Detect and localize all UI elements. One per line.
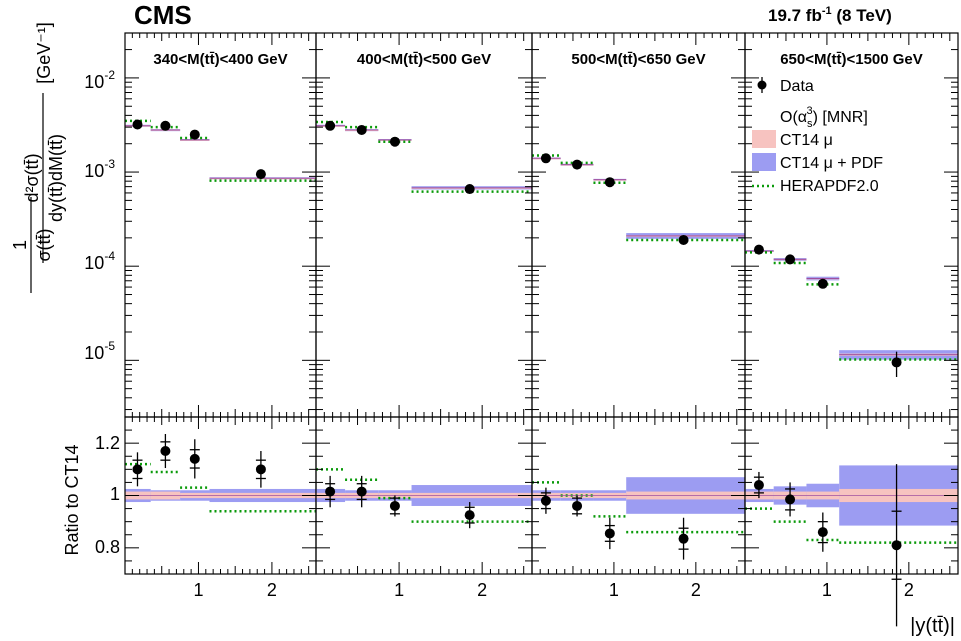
ratio-data-point — [891, 540, 902, 551]
top-data-point — [132, 119, 143, 130]
top-ylabel-num: d²σ(tt̄) — [22, 153, 42, 202]
legend-theory-label: O(αs3) [MNR] — [780, 105, 868, 130]
ytick-1e-3: 10-3 — [84, 157, 115, 181]
top-ylabel-frac-num: 1 — [10, 240, 30, 250]
panel-label: 340<M(tt̄)<400 GeV — [153, 51, 287, 68]
top-data-point — [389, 136, 400, 147]
top-data-point — [189, 129, 200, 140]
ratio-data-point — [753, 480, 764, 491]
xtick-label: 1 — [609, 580, 619, 600]
xtick-label: 2 — [691, 580, 701, 600]
top-data-point — [464, 184, 475, 195]
ratio-data-point — [678, 533, 689, 544]
xtick-label: 2 — [477, 580, 487, 600]
top-data-point — [604, 177, 615, 188]
top-data-point — [572, 159, 583, 170]
panel-1: 1 2 340<M(tt̄)<400 GeV — [124, 32, 317, 600]
ytick-1.2: 1.2 — [95, 433, 120, 453]
panels: 1 2 340<M(tt̄)<400 GeV 1 2 400<M(tt̄)<500 GeV… — [124, 32, 959, 627]
top-data-point — [325, 120, 336, 131]
top-ylabel-unit: [GeV⁻¹] — [34, 22, 54, 84]
ratio-data-point — [255, 464, 266, 475]
xlabel: |y(tt̄)| — [910, 615, 955, 637]
top-frame — [315, 32, 533, 418]
ytick-1e-2: 10-2 — [84, 68, 115, 92]
top-data-point — [678, 234, 689, 245]
bottom-ylabel: Ratio to CT14 — [62, 444, 82, 555]
top-data-point — [785, 254, 796, 265]
ratio-data-point — [464, 510, 475, 521]
top-data-point — [817, 278, 828, 289]
top-frame — [124, 32, 317, 418]
ratio-data-point — [785, 494, 796, 505]
top-data-point — [356, 124, 367, 135]
bottom-ytick-labels: 1.2 1 0.8 — [95, 433, 120, 557]
xtick-label: 1 — [822, 580, 832, 600]
legend-mu-label: CT14 μ — [780, 132, 833, 149]
panel-label: 500<M(tt̄)<650 GeV — [571, 51, 705, 68]
top-data-point — [891, 357, 902, 368]
top-ylabel-prefactor: 1 σ(tt̄) — [10, 197, 54, 293]
top-data-point — [753, 244, 764, 255]
top-ytick-labels: 10-2 10-3 10-4 10-5 — [84, 68, 115, 363]
top-ylabel-den: dy(tt̄)dM(tt̄) — [46, 134, 66, 222]
ratio-data-point — [189, 453, 200, 464]
ratio-data-point — [325, 486, 336, 497]
legend-pdf-label: CT14 μ + PDF — [780, 155, 883, 172]
ytick-1e-5: 10-5 — [84, 339, 115, 363]
xtick-label: 2 — [904, 580, 914, 600]
ratio-data-point — [572, 500, 583, 511]
panel-4: 1 2 650<M(tt̄)<1500 GeV — [744, 32, 959, 627]
ratio-data-point — [540, 495, 551, 506]
ratio-data-point — [389, 500, 400, 511]
lumi-label: 19.7 fb-1 (8 TeV) — [768, 5, 892, 25]
legend-hera-label: HERAPDF2.0 — [780, 178, 879, 195]
top-ylabel-frac-den: σ(tt̄) — [34, 228, 54, 261]
panel-label: 400<M(tt̄)<500 GeV — [357, 51, 491, 68]
xtick-label: 1 — [193, 580, 203, 600]
top-frame — [531, 32, 746, 418]
ratio-data-point — [356, 486, 367, 497]
legend-pdf-swatch — [752, 153, 776, 171]
ytick-0.8: 0.8 — [95, 537, 120, 557]
legend: Data O(αs3) [MNR] CT14 μ CT14 μ + PDF HE… — [752, 77, 883, 195]
legend-data-label: Data — [780, 78, 814, 95]
top-data-point — [255, 169, 266, 180]
xtick-label: 1 — [394, 580, 404, 600]
top-data-point — [160, 120, 171, 131]
panel-label: 650<M(tt̄)<1500 GeV — [780, 51, 923, 68]
xtick-label: 2 — [267, 580, 277, 600]
ratio-data-point — [160, 446, 171, 457]
panel-2: 1 2 400<M(tt̄)<500 GeV — [315, 32, 533, 600]
ytick-1: 1 — [110, 484, 120, 504]
legend-mu-swatch — [752, 130, 776, 148]
experiment-label: CMS — [134, 0, 192, 30]
ytick-1e-4: 10-4 — [84, 249, 115, 273]
top-ylabel: d²σ(tt̄) dy(tt̄)dM(tt̄) [GeV⁻¹] — [22, 22, 66, 263]
top-data-point — [540, 153, 551, 164]
ratio-data-point — [604, 528, 615, 539]
ratio-data-point — [817, 527, 828, 538]
ratio-data-point — [132, 464, 143, 475]
panel-3: 1 2 500<M(tt̄)<650 GeV — [531, 32, 746, 600]
